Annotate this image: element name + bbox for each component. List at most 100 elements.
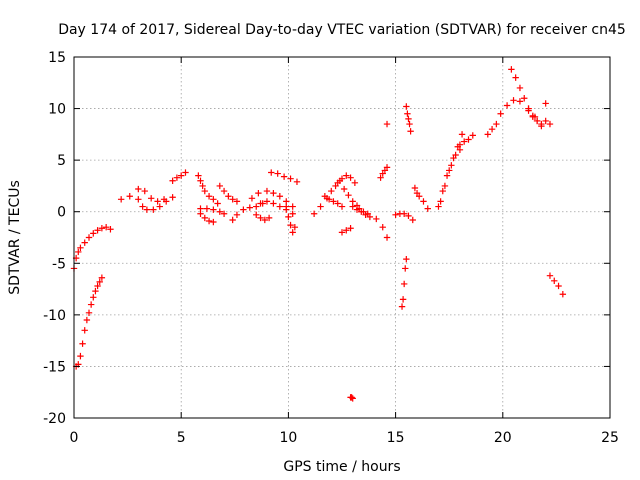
data-point [85, 309, 93, 316]
data-point [147, 195, 155, 202]
data-point [400, 210, 408, 217]
series-arc-h [197, 205, 228, 217]
data-point [102, 223, 110, 231]
data-point [96, 278, 103, 286]
data-point [205, 217, 213, 225]
data-point [355, 205, 363, 212]
data-point [508, 66, 515, 73]
data-point [289, 229, 296, 236]
data-point [330, 198, 337, 205]
data-point [392, 211, 399, 219]
data-point [220, 187, 228, 195]
x-tick-label: 10 [279, 430, 297, 446]
data-point [255, 189, 262, 197]
series-arc-ah [508, 66, 541, 125]
series-arc-ak [546, 272, 567, 298]
data-point [285, 213, 292, 221]
data-point [411, 184, 419, 192]
data-point [406, 120, 413, 128]
data-point [439, 187, 446, 195]
data-point [195, 172, 202, 179]
y-tick-label: 15 [48, 50, 66, 66]
grid [74, 57, 610, 418]
series-arc-aa [398, 255, 410, 310]
data-point [338, 175, 346, 182]
data-point [139, 203, 146, 210]
data-point [521, 95, 528, 102]
series-arc-u [349, 203, 391, 241]
data-point [240, 206, 247, 213]
data-point [117, 196, 125, 203]
series-arc-s [340, 185, 361, 209]
series-arc-l [257, 198, 296, 217]
data-point [253, 203, 260, 210]
y-tick-label: -10 [43, 308, 66, 324]
data-point [276, 193, 284, 200]
series-arc-o [283, 203, 299, 236]
y-tick-label: -5 [52, 256, 66, 272]
series-arc-ad [435, 146, 464, 210]
series-arc-ab [403, 103, 414, 135]
data-point [94, 282, 101, 290]
data-point [525, 107, 532, 114]
series-arc-ai [525, 107, 554, 130]
data-point [529, 113, 537, 121]
data-point [197, 177, 204, 184]
series-arc-x [377, 164, 391, 181]
data-point [210, 206, 217, 213]
data-point [398, 303, 406, 310]
x-axis-label: GPS time / hours [283, 459, 400, 475]
data-point [364, 210, 371, 217]
y-axis-label: SDTVAR / TECUs [7, 180, 23, 295]
data-point [233, 198, 241, 205]
y-tick-label: 0 [57, 205, 66, 221]
data-point [383, 120, 391, 128]
data-point [345, 192, 352, 199]
data-point [233, 211, 241, 219]
data-point [289, 203, 296, 210]
series-arc-b [72, 274, 106, 370]
data-point [443, 172, 451, 179]
data-point [321, 193, 329, 200]
data-point [201, 187, 208, 195]
data-point [347, 174, 354, 181]
data-point [85, 234, 93, 241]
data-point [379, 223, 386, 231]
series-arc-w [347, 394, 356, 402]
data-point [107, 226, 114, 233]
data-point [343, 227, 350, 234]
data-point [349, 395, 356, 402]
series-arc-z [392, 210, 416, 224]
data-point [338, 229, 346, 236]
data-point [90, 294, 97, 301]
data-point [75, 248, 82, 256]
data-point [399, 296, 407, 303]
data-point [360, 208, 367, 215]
data-point [77, 352, 84, 360]
data-point [263, 198, 271, 205]
data-point [154, 198, 161, 205]
data-point [94, 227, 101, 234]
data-point [405, 115, 412, 123]
series-arc-e [169, 169, 189, 184]
data-point [229, 196, 236, 203]
data-point [229, 216, 236, 224]
data-point [280, 173, 288, 180]
data-point [270, 189, 277, 197]
data-point [405, 212, 412, 220]
data-point [516, 84, 524, 92]
data-point [420, 198, 427, 205]
data-point [257, 214, 264, 222]
data-point [263, 187, 271, 195]
series-arc-a [70, 223, 114, 272]
data-point [435, 203, 442, 210]
chart-title: Day 174 of 2017, Sidereal Day-to-day VTE… [58, 22, 626, 38]
data-point [484, 131, 491, 138]
data-point [458, 131, 466, 138]
data-point [197, 205, 204, 212]
data-point [135, 185, 142, 193]
data-point [268, 169, 275, 176]
axes: 0 5 10 15 20 25 -20 -15 -10 -5 0 5 10 15 [43, 50, 619, 446]
x-tick-label: 20 [494, 430, 512, 446]
series-arc-m [253, 211, 273, 224]
